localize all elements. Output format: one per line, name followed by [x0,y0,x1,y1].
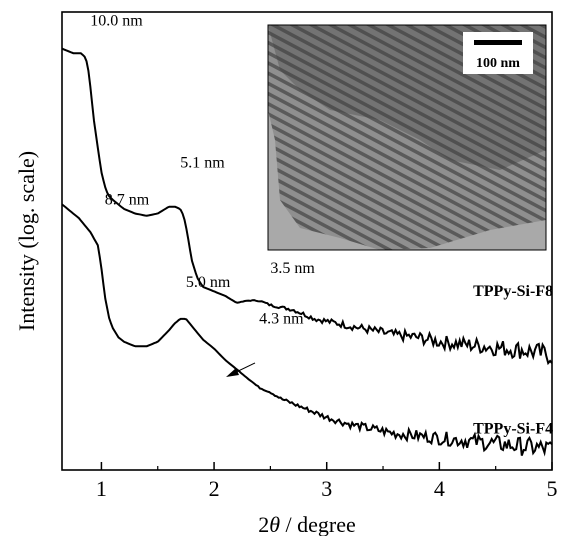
x-tick-label: 4 [434,476,445,501]
series-label: TPPy-Si-F4 [473,420,553,437]
peak-annotation: 5.0 nm [186,274,231,291]
series-layer [61,47,553,457]
peak-annotation: 3.5 nm [270,260,315,277]
inset-particle-fringes [268,25,546,250]
x-tick-label: 5 [547,476,558,501]
annotation-layer: 10.0 nm 5.1 nm 3.5 nm 8.7 nm 5.0 nm 4.3 nm TPP… [90,13,553,438]
scale-bar [474,40,522,45]
x-tick-label: 3 [321,476,332,501]
inset-micrograph: 100 nm [267,24,547,251]
scale-bar-box [463,32,533,74]
axes [61,11,553,471]
peak-annotation: 5.1 nm [180,155,225,172]
inset-border [267,24,547,251]
series-line-1 [61,47,553,366]
plot-frame [61,11,553,471]
x-tick-label: 1 [96,476,107,501]
x-axis-title: 2θ / degree [258,512,356,536]
peak-annotation: 10.0 nm [90,13,143,30]
scale-bar-label: 100 nm [476,56,520,71]
series-line-2 [61,203,553,457]
y-axis-title: Intensity (log. scale) [14,151,39,331]
tick-layer: 1 2 3 4 5 [96,462,558,501]
series-label: TPPy-Si-F8 [473,283,553,300]
peak-annotation: 8.7 nm [105,191,150,208]
x-tick-label: 2 [209,476,220,501]
annotation-arrow-head [226,368,239,377]
peak-annotation: 4.3 nm [259,310,304,327]
